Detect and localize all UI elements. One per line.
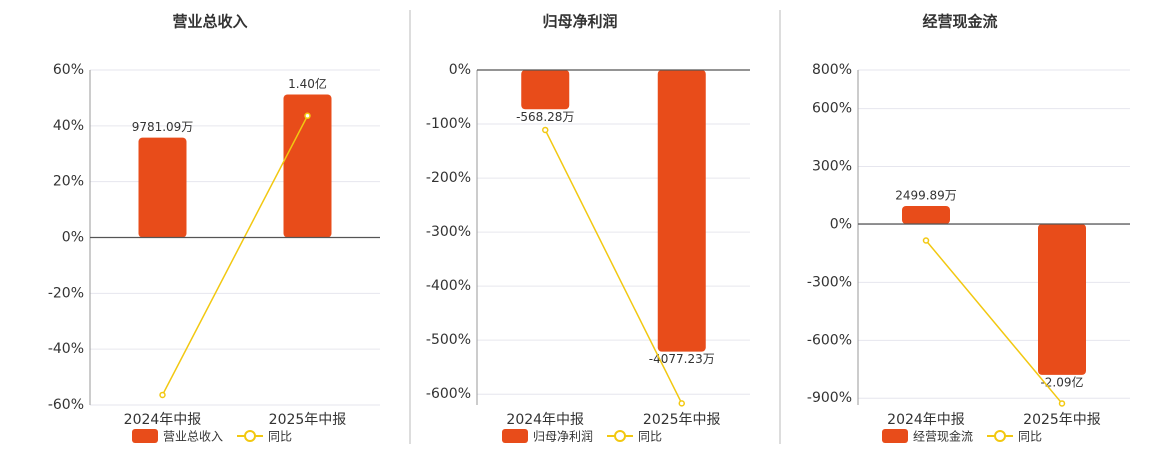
data-label: -568.28万: [516, 110, 574, 124]
line: [161, 115, 309, 396]
line: [925, 240, 1063, 404]
chart-title: 归母净利润: [542, 13, 617, 31]
y-tick-label: 60%: [53, 62, 84, 78]
x-tick-label: 2025年中报: [1023, 412, 1101, 428]
line: [544, 129, 683, 404]
chart-panel: 经营现金流 -900% -600% -300% 0% 300% 600% 800% 2024年中…: [807, 13, 1130, 444]
y-tick-label: -40%: [48, 341, 84, 357]
data-label: 9781.09万: [132, 120, 194, 134]
legend-label: 经营现金流: [913, 429, 973, 444]
y-tick-label: -600%: [807, 332, 852, 348]
y-tick-label: 40%: [53, 118, 84, 134]
bar: [138, 137, 187, 238]
legend-swatch: [244, 430, 257, 442]
data-label: 1.40亿: [288, 76, 327, 91]
x-tick-label: 2024年中报: [506, 412, 584, 428]
x-tick-label: 2024年中报: [887, 412, 965, 428]
line-point: [159, 391, 166, 399]
y-tick-label: -500%: [426, 332, 471, 348]
line-point: [542, 126, 549, 134]
y-tick-label: 300%: [812, 159, 852, 175]
legend-label: 归母净利润: [533, 430, 593, 444]
y-tick-label: -20%: [48, 285, 84, 301]
y-tick-label: -300%: [807, 274, 852, 290]
line-point: [1058, 400, 1066, 407]
legend-swatch: [882, 429, 908, 443]
y-tick-label: -60%: [48, 397, 84, 413]
y-tick-label: 20%: [53, 174, 84, 190]
bar: [521, 70, 570, 110]
bar: [1038, 223, 1086, 375]
data-label: -4077.23万: [649, 352, 715, 366]
bar: [657, 70, 706, 352]
y-tick-label: 0%: [830, 216, 852, 232]
legend-swatch: [614, 430, 627, 442]
legend-label: 同比: [1018, 430, 1042, 444]
y-tick-label: -100%: [426, 116, 471, 132]
data-label: 2499.89万: [895, 188, 957, 202]
y-tick-label: -400%: [426, 278, 471, 294]
legend-swatch: [132, 429, 158, 443]
y-tick-label: 0%: [62, 230, 84, 246]
y-tick-label: -200%: [426, 170, 471, 186]
chart-panel: 营业总收入 -60% -40% -20% 0% 20% 40% 60% 2024年中报 2025年…: [48, 13, 380, 444]
bar: [283, 94, 332, 238]
legend-label: 同比: [638, 430, 662, 444]
y-tick-label: 0%: [449, 62, 471, 78]
y-tick-label: 800%: [812, 62, 852, 78]
legend-label: 营业总收入: [163, 430, 223, 444]
data-label: -2.09亿: [1040, 374, 1083, 389]
x-tick-label: 2025年中报: [269, 412, 347, 428]
chart-title: 经营现金流: [922, 13, 997, 31]
y-tick-label: -300%: [426, 224, 471, 240]
y-tick-label: 600%: [812, 101, 852, 117]
legend-label: 同比: [268, 430, 292, 444]
chart-panel: 归母净利润 -600% -500% -400% -300% -200% -100% 0% 202…: [426, 13, 750, 444]
legend-swatch: [502, 429, 528, 443]
line-point: [678, 400, 685, 407]
line-point: [304, 112, 311, 120]
y-tick-label: -900%: [807, 390, 852, 406]
line-point: [922, 237, 930, 244]
bar: [902, 205, 950, 224]
y-tick-label: -600%: [426, 386, 471, 402]
legend-swatch: [994, 430, 1007, 442]
chart-title: 营业总收入: [172, 13, 247, 31]
x-tick-label: 2024年中报: [124, 412, 202, 428]
x-tick-label: 2025年中报: [643, 412, 721, 428]
